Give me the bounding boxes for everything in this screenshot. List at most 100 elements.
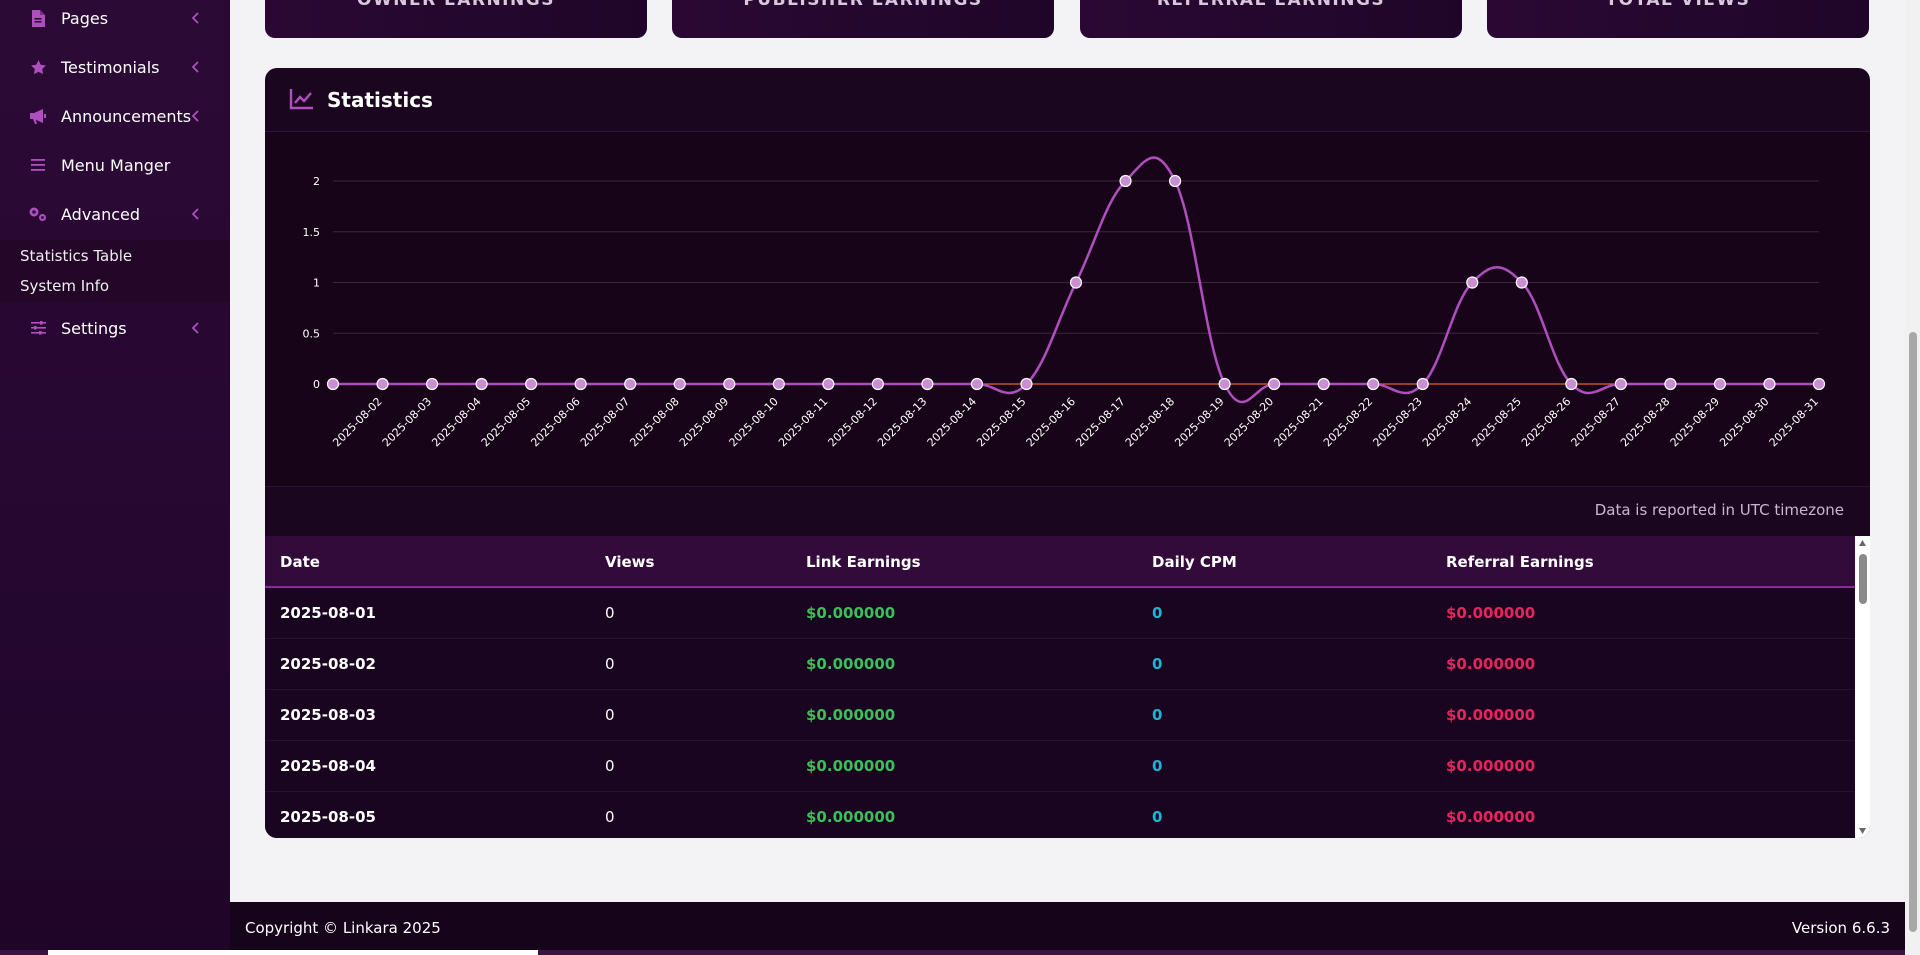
sidebar-item-announcements[interactable]: Announcements [0,96,230,136]
x-tick-label: 2025-08-28 [1618,395,1672,449]
data-point[interactable] [1069,276,1083,289]
data-point[interactable] [425,377,439,391]
footer-version: Version 6.6.3 [1791,919,1890,937]
data-point[interactable] [574,377,587,391]
cell-link-earnings: $0.000000 [806,808,896,826]
data-point[interactable] [475,377,488,391]
cell-date: 2025-08-02 [280,655,376,673]
data-point[interactable] [1713,377,1727,391]
data-point[interactable] [1367,377,1380,391]
advanced-submenu: Statistics Table System Info [0,240,230,302]
x-tick-label: 2025-08-12 [826,395,880,449]
statistics-chart: 0 0.5 1 1.5 2 2025-08-02 2025-08-03 2025-08-04 2… [265,132,1870,487]
scroll-up-icon[interactable] [1858,539,1867,547]
sidebar-item-advanced[interactable]: Advanced [0,194,230,234]
chevron-left-icon [191,322,199,334]
data-point[interactable] [1119,174,1132,188]
data-point[interactable] [673,377,686,391]
x-tick-label: 2025-08-27 [1569,395,1623,449]
cell-views: 0 [605,604,615,622]
chevron-left-icon [191,12,199,24]
data-point[interactable] [624,377,637,391]
data-point[interactable] [1614,377,1627,391]
table-row: 2025-08-05 0 $0.000000 0 $0.000000 [265,792,1855,838]
cell-views: 0 [605,706,615,724]
data-point[interactable] [970,377,984,391]
table-scroll-thumb[interactable] [1859,554,1867,604]
sidebar-item-testimonials[interactable]: Testimonials [0,47,230,87]
cell-link-earnings: $0.000000 [806,757,896,775]
data-point[interactable] [1218,377,1231,391]
stat-card-label: REFERRAL EARNINGS [1156,0,1386,10]
data-point[interactable] [1812,377,1826,391]
cell-referral-earnings: $0.000000 [1446,604,1536,622]
x-tick-label: 2025-08-11 [776,395,830,449]
sidebar: Pages Testimonials Announcements Menu Ma… [0,0,230,955]
cell-date: 2025-08-05 [280,808,376,826]
sidebar-item-label: Announcements [61,106,192,126]
data-point[interactable] [1664,377,1677,391]
data-point[interactable] [723,377,736,391]
cell-daily-cpm: 0 [1152,655,1163,673]
submenu-item-system-info[interactable]: System Info [20,277,110,295]
x-tick-label: 2025-08-05 [479,395,533,449]
sidebar-item-menu-manager[interactable]: Menu Manger [0,145,230,185]
statistics-panel: Statistics 0 0.5 1 1.5 2 2025-08-02 2025-08-03… [265,68,1870,838]
sidebar-item-pages[interactable]: Pages [0,0,230,38]
data-point[interactable] [326,377,340,391]
table-scrollbar[interactable] [1855,536,1870,838]
table-row: 2025-08-01 0 $0.000000 0 $0.000000 [265,588,1855,639]
data-point[interactable] [1020,377,1033,391]
data-point[interactable] [822,377,835,391]
y-tick-label: 0 [313,378,320,391]
table-row: 2025-08-04 0 $0.000000 0 $0.000000 [265,741,1855,792]
series-line-views [333,156,1819,404]
cell-date: 2025-08-03 [280,706,376,724]
data-point[interactable] [1416,377,1429,391]
chevron-left-icon [191,61,199,73]
data-point[interactable] [376,377,389,391]
column-header-daily-cpm[interactable]: Daily CPM [1152,553,1237,571]
x-tick-label: 2025-08-18 [1123,395,1177,449]
star-icon [28,57,48,77]
page-scrollbar[interactable] [1905,0,1920,955]
data-point[interactable] [1515,276,1528,289]
scroll-down-icon[interactable] [1858,827,1867,835]
data-point[interactable] [1268,377,1281,391]
data-point[interactable] [1763,377,1776,391]
panel-title: Statistics [327,88,433,112]
bottom-strip [0,950,1905,955]
x-tick-label: 2025-08-08 [627,395,681,449]
data-point[interactable] [525,377,538,391]
data-point[interactable] [1565,377,1578,391]
sidebar-item-label: Advanced [61,204,141,224]
column-header-link-earnings[interactable]: Link Earnings [806,553,921,571]
data-point[interactable] [1466,276,1479,289]
x-tick-label: 2025-08-21 [1271,395,1325,449]
chevron-left-icon [191,208,199,220]
cell-date: 2025-08-04 [280,757,376,775]
megaphone-icon [28,106,48,126]
data-point[interactable] [772,377,785,391]
x-tick-label: 2025-08-03 [380,395,434,449]
sidebar-item-settings[interactable]: Settings [0,308,230,348]
stat-card-label: OWNER EARNINGS [357,0,555,10]
cell-referral-earnings: $0.000000 [1446,706,1536,724]
publisher-earnings-card: PUBLISHER EARNINGS [672,0,1054,38]
data-point[interactable] [1317,377,1330,391]
cell-date: 2025-08-01 [280,604,376,622]
data-point[interactable] [871,377,884,391]
cell-daily-cpm: 0 [1152,757,1163,775]
x-tick-label: 2025-08-29 [1668,395,1722,449]
page-scroll-thumb[interactable] [1909,332,1917,932]
data-point[interactable] [1168,174,1182,188]
sidebar-item-label: Settings [61,318,127,338]
submenu-item-statistics-table[interactable]: Statistics Table [20,247,133,265]
bottom-strip-highlight [48,950,538,955]
y-tick-label: 2 [313,175,320,188]
stat-card-label: PUBLISHER EARNINGS [743,0,983,10]
column-header-views[interactable]: Views [605,553,655,571]
data-point[interactable] [921,377,934,391]
column-header-referral-earnings[interactable]: Referral Earnings [1446,553,1594,571]
column-header-date[interactable]: Date [280,553,320,571]
